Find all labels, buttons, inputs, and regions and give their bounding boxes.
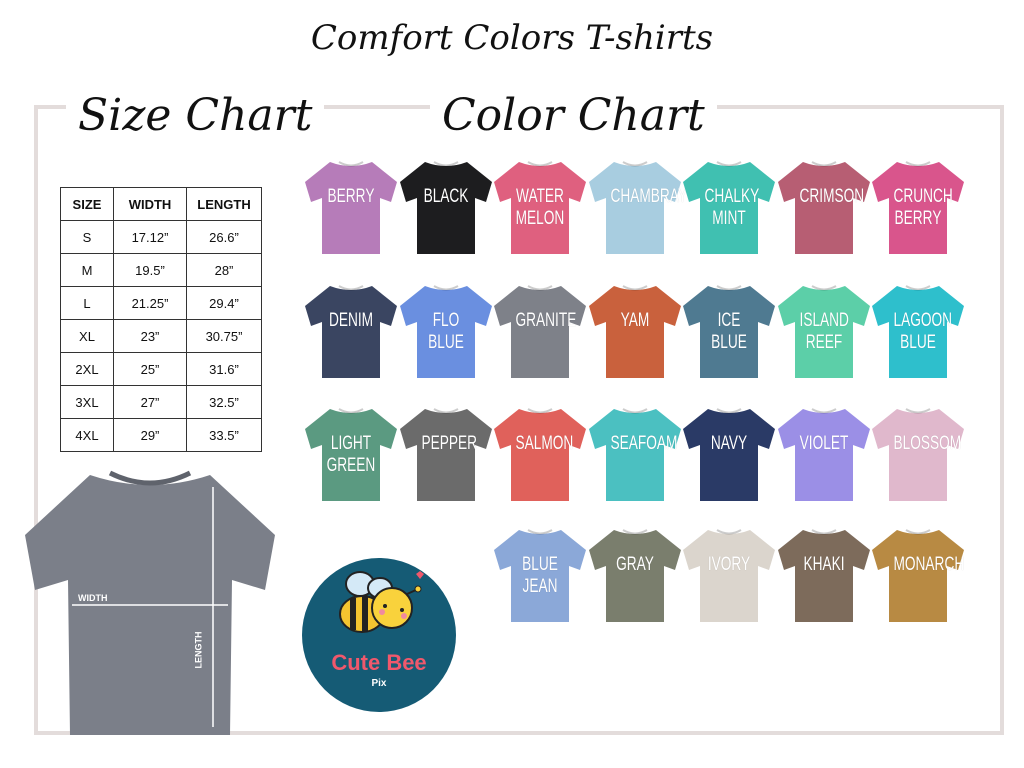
length-label: LENGTH <box>193 631 204 669</box>
color-name: YAM <box>620 310 649 331</box>
color-name: BLUE JEAN <box>522 554 558 597</box>
color-swatch-shirt: BERRY <box>303 158 399 256</box>
color-name: KHAKI <box>802 554 845 575</box>
size-cell: 4XL <box>60 418 114 452</box>
color-swatch-shirt: GRAY <box>587 526 683 624</box>
width-cell: 17.12” <box>113 220 187 254</box>
color-name: ICE BLUE <box>711 310 747 353</box>
color-swatch-shirt: WATER MELON <box>492 158 588 256</box>
size-cell: L <box>60 286 114 320</box>
header-length: LENGTH <box>186 187 262 221</box>
size-table: SIZE WIDTH LENGTH S 17.12” 26.6” M 19.5” 28” L… <box>60 187 262 452</box>
cute-bee-logo: Cute Bee Pix <box>302 558 456 712</box>
width-cell: 29” <box>113 418 187 452</box>
color-name: WATER MELON <box>515 186 565 229</box>
color-swatch-shirt: BLOSSOM <box>870 405 966 503</box>
color-swatch-shirt: PEPPER <box>398 405 494 503</box>
size-diagram-shirt: WIDTH LENGTH <box>20 465 280 745</box>
length-cell: 26.6” <box>186 220 262 254</box>
color-name: VIOLET <box>799 433 848 454</box>
color-swatch-shirt: CHAMBRAY <box>587 158 687 256</box>
color-name: PEPPER <box>421 433 477 454</box>
length-cell: 33.5” <box>186 418 262 452</box>
color-swatch-shirt: BLACK <box>398 158 494 256</box>
table-row: 4XL 29” 33.5” <box>60 418 262 452</box>
color-name: BLACK <box>423 186 468 207</box>
page-title: Comfort Colors T-shirts <box>310 18 714 58</box>
color-name: FLO BLUE <box>427 310 464 353</box>
size-cell: XL <box>60 319 114 353</box>
color-name: GRANITE <box>515 310 577 331</box>
logo-name: Cute Bee <box>331 650 427 675</box>
size-cell: 3XL <box>60 385 114 419</box>
color-swatch-shirt: KHAKI <box>776 526 872 624</box>
length-cell: 32.5” <box>186 385 262 419</box>
length-cell: 30.75” <box>186 319 262 353</box>
table-row: XL 23” 30.75” <box>60 319 262 353</box>
table-row: 3XL 27” 32.5” <box>60 385 262 419</box>
color-swatch-shirt: CRIMSON <box>776 158 872 256</box>
color-name: SALMON <box>515 433 574 454</box>
width-cell: 27” <box>113 385 187 419</box>
color-name: GRAY <box>615 554 654 575</box>
logo-sub: Pix <box>371 678 387 689</box>
width-cell: 25” <box>113 352 187 386</box>
color-name: CHALKY MINT <box>704 186 760 229</box>
color-name: ISLAND REEF <box>799 310 849 353</box>
color-swatch-shirt: CHALKY MINT <box>681 158 777 256</box>
color-chart-heading: Color Chart <box>430 90 717 141</box>
color-name: SEAFOAM <box>610 433 677 454</box>
color-swatch-shirt: SEAFOAM <box>587 405 683 503</box>
size-chart-heading: Size Chart <box>66 90 325 141</box>
color-swatch-shirt: NAVY <box>681 405 777 503</box>
color-swatch-shirt: GRANITE <box>492 282 588 380</box>
color-name: BLOSSOM <box>893 433 962 454</box>
size-cell: M <box>60 253 114 287</box>
width-cell: 19.5” <box>113 253 187 287</box>
size-cell: 2XL <box>60 352 114 386</box>
color-swatch-shirt: FLO BLUE <box>398 282 494 380</box>
color-swatch-shirt: CRUNCH BERRY <box>870 158 966 256</box>
table-row: S 17.12” 26.6” <box>60 220 262 254</box>
width-cell: 21.25” <box>113 286 187 320</box>
color-name: BERRY <box>327 186 375 207</box>
width-label: WIDTH <box>78 593 108 603</box>
bee-icon <box>339 571 424 633</box>
length-cell: 31.6” <box>186 352 262 386</box>
table-row: M 19.5” 28” <box>60 253 262 287</box>
color-swatch-shirt: ISLAND REEF <box>776 282 872 380</box>
size-cell: S <box>60 220 114 254</box>
color-name: CHAMBRAY <box>610 186 687 207</box>
color-swatch-shirt: VIOLET <box>776 405 872 503</box>
color-name: IVORY <box>707 554 751 575</box>
color-swatch-shirt: DENIM <box>303 282 399 380</box>
color-swatch-shirt: IVORY <box>681 526 777 624</box>
color-swatch-shirt: SALMON <box>492 405 588 503</box>
length-cell: 29.4” <box>186 286 262 320</box>
table-row: L 21.25” 29.4” <box>60 286 262 320</box>
color-swatch-shirt: YAM <box>587 282 683 380</box>
color-name: NAVY <box>710 433 748 454</box>
color-name: MONARCH <box>893 554 965 575</box>
header-width: WIDTH <box>113 187 187 221</box>
header-size: SIZE <box>60 187 114 221</box>
color-swatch-shirt: LIGHT GREEN <box>303 405 399 503</box>
color-swatch-shirt: LAGOON BLUE <box>870 282 966 380</box>
color-name: CRIMSON <box>799 186 864 207</box>
color-name: LAGOON BLUE <box>893 310 953 353</box>
color-swatch-shirt: ICE BLUE <box>681 282 777 380</box>
color-swatch-shirt: BLUE JEAN <box>492 526 588 624</box>
length-cell: 28” <box>186 253 262 287</box>
table-row: 2XL 25” 31.6” <box>60 352 262 386</box>
color-name: DENIM <box>328 310 374 331</box>
color-name: LIGHT GREEN <box>326 433 376 476</box>
width-cell: 23” <box>113 319 187 353</box>
color-name: CRUNCH BERRY <box>893 186 953 229</box>
table-header-row: SIZE WIDTH LENGTH <box>60 187 262 221</box>
color-swatch-shirt: MONARCH <box>870 526 966 624</box>
